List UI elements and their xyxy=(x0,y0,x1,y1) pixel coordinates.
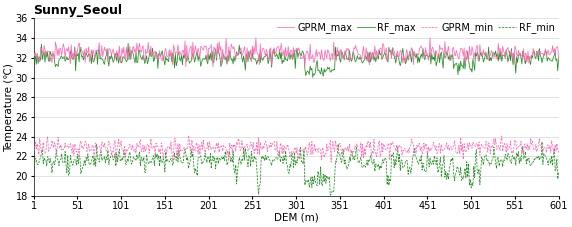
GPRM_max xyxy=(182,65,189,68)
RF_max xyxy=(555,56,562,59)
GPRM_min xyxy=(30,148,37,151)
Y-axis label: Temperature (℃): Temperature (℃) xyxy=(4,63,14,152)
GPRM_max xyxy=(63,47,70,50)
RF_max xyxy=(129,50,136,53)
GPRM_max xyxy=(204,60,211,63)
GPRM_max xyxy=(128,51,135,54)
GPRM_min xyxy=(204,141,211,143)
Line: GPRM_min: GPRM_min xyxy=(34,136,559,162)
RF_min xyxy=(204,161,210,164)
Line: RF_min: RF_min xyxy=(34,142,559,195)
Legend: GPRM_max, RF_max, GPRM_min, RF_min: GPRM_max, RF_max, GPRM_min, RF_min xyxy=(275,20,557,35)
Line: RF_max: RF_max xyxy=(34,43,559,77)
RF_max xyxy=(522,62,529,65)
RF_max xyxy=(63,55,70,58)
RF_min xyxy=(521,155,528,158)
GPRM_min xyxy=(128,148,135,151)
RF_max xyxy=(204,62,211,65)
GPRM_max xyxy=(522,52,529,54)
GPRM_max xyxy=(30,51,37,53)
GPRM_max xyxy=(541,55,547,58)
RF_min xyxy=(539,141,546,143)
GPRM_min xyxy=(328,161,335,163)
RF_min xyxy=(128,163,135,165)
RF_max xyxy=(450,67,457,70)
GPRM_min xyxy=(541,146,547,148)
RF_min xyxy=(555,171,562,174)
GPRM_max xyxy=(427,36,434,39)
RF_min xyxy=(450,156,456,159)
GPRM_min xyxy=(185,134,192,137)
RF_max xyxy=(30,53,37,56)
GPRM_min xyxy=(555,151,562,154)
GPRM_min xyxy=(63,146,70,148)
GPRM_min xyxy=(522,145,529,148)
Text: Sunny_Seoul: Sunny_Seoul xyxy=(34,4,122,17)
GPRM_max xyxy=(555,58,562,61)
RF_max xyxy=(309,76,316,79)
GPRM_min xyxy=(450,145,457,148)
RF_max xyxy=(541,53,547,56)
X-axis label: DEM (m): DEM (m) xyxy=(274,213,319,223)
RF_min xyxy=(327,194,333,197)
GPRM_max xyxy=(450,46,457,49)
RF_min xyxy=(541,152,547,155)
Line: GPRM_max: GPRM_max xyxy=(34,38,559,67)
RF_min xyxy=(63,172,70,174)
RF_max xyxy=(125,42,132,45)
RF_min xyxy=(30,158,37,160)
